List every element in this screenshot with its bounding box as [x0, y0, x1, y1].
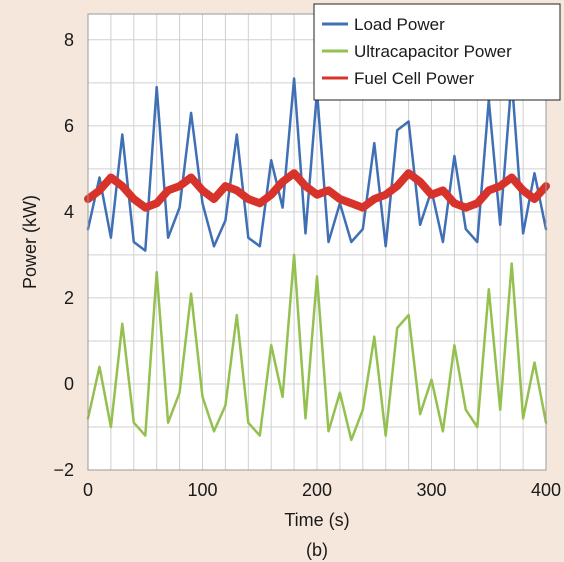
series-line-fuel-cell-power	[84, 169, 550, 212]
legend-label-ultracapacitor-power: Ultracapacitor Power	[354, 42, 512, 61]
x-tick-label: 400	[531, 480, 561, 500]
x-tick-label: 200	[302, 480, 332, 500]
legend-label-load-power: Load Power	[354, 15, 445, 34]
figure-caption: (b)	[306, 540, 328, 560]
y-tick-label: 8	[64, 30, 74, 50]
y-tick-label: −2	[53, 460, 74, 480]
x-axis-label: Time (s)	[284, 510, 349, 530]
legend-box	[313, 3, 561, 101]
x-tick-label: 100	[187, 480, 217, 500]
series-line-ultracapacitor-power	[86, 253, 548, 442]
y-tick-label: 6	[64, 116, 74, 136]
x-tick-label: 0	[83, 480, 93, 500]
y-axis-label: Power (kW)	[20, 195, 40, 289]
legend: Load Power Ultracapacitor Power Fuel Cell …	[313, 3, 561, 101]
y-tick-label: 0	[64, 374, 74, 394]
ticks: 0 100 200 300 400 −2 0 2 4 6 8	[53, 30, 561, 500]
legend-label-fuel-cell-power: Fuel Cell Power	[354, 69, 474, 88]
y-tick-label: 2	[64, 288, 74, 308]
x-tick-label: 300	[416, 480, 446, 500]
y-tick-label: 4	[64, 202, 74, 222]
